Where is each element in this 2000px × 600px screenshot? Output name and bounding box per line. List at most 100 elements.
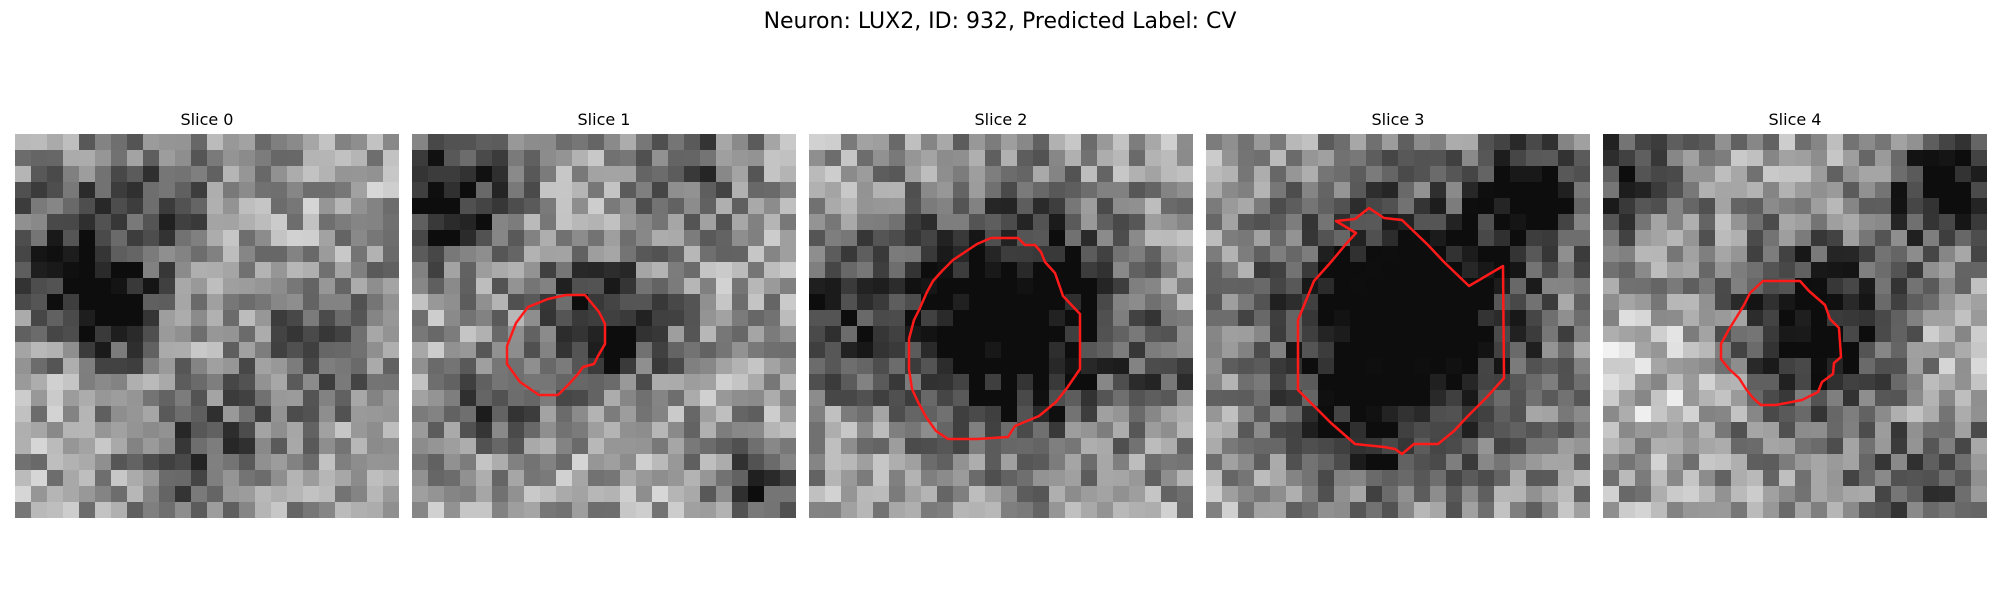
- image-pixel: [1350, 294, 1367, 311]
- image-pixel: [524, 310, 541, 327]
- image-pixel: [700, 214, 717, 231]
- image-pixel: [351, 422, 368, 439]
- image-pixel: [652, 134, 669, 151]
- image-pixel: [444, 438, 461, 455]
- image-pixel: [1635, 406, 1652, 423]
- image-pixel: [873, 230, 890, 247]
- image-pixel: [1462, 214, 1479, 231]
- image-pixel: [1206, 198, 1223, 215]
- image-pixel: [841, 294, 858, 311]
- image-pixel: [1302, 230, 1319, 247]
- image-pixel: [604, 214, 621, 231]
- image-pixel: [1113, 150, 1130, 167]
- image-pixel: [1542, 470, 1559, 487]
- image-pixel: [873, 486, 890, 503]
- image-pixel: [367, 470, 384, 487]
- image-pixel: [1478, 150, 1495, 167]
- image-pixel: [1558, 310, 1575, 327]
- image-pixel: [1017, 294, 1034, 311]
- image-pixel: [1414, 374, 1431, 391]
- image-pixel: [1177, 342, 1193, 359]
- image-pixel: [873, 438, 890, 455]
- image-pixel: [1222, 406, 1239, 423]
- image-pixel: [63, 230, 80, 247]
- image-pixel: [841, 262, 858, 279]
- image-pixel: [841, 470, 858, 487]
- image-pixel: [1526, 230, 1543, 247]
- image-pixel: [63, 326, 80, 343]
- image-pixel: [1206, 278, 1223, 295]
- image-pixel: [1430, 374, 1447, 391]
- image-pixel: [1558, 470, 1575, 487]
- image-pixel: [223, 470, 240, 487]
- image-pixel: [383, 198, 399, 215]
- image-pixel: [1097, 438, 1114, 455]
- image-pixel: [1843, 342, 1860, 359]
- image-pixel: [1145, 278, 1162, 295]
- image-pixel: [668, 134, 685, 151]
- image-pixel: [319, 486, 336, 503]
- image-pixel: [921, 326, 938, 343]
- image-pixel: [1430, 182, 1447, 199]
- image-pixel: [1747, 326, 1764, 343]
- image-pixel: [1129, 454, 1146, 471]
- image-pixel: [351, 502, 368, 518]
- image-pixel: [1350, 454, 1367, 471]
- image-pixel: [524, 422, 541, 439]
- image-pixel: [716, 182, 733, 199]
- image-pixel: [1113, 326, 1130, 343]
- image-pixel: [1446, 214, 1463, 231]
- image-pixel: [476, 422, 493, 439]
- image-pixel: [1526, 294, 1543, 311]
- image-pixel: [684, 150, 701, 167]
- image-pixel: [1017, 358, 1034, 375]
- image-pixel: [1334, 486, 1351, 503]
- image-pixel: [588, 214, 605, 231]
- image-pixel: [1161, 406, 1178, 423]
- image-pixel: [1875, 246, 1892, 263]
- image-pixel: [319, 470, 336, 487]
- image-pixel: [809, 374, 826, 391]
- image-pixel: [271, 422, 288, 439]
- image-pixel: [1526, 486, 1543, 503]
- image-pixel: [1366, 278, 1383, 295]
- image-pixel: [1875, 294, 1892, 311]
- image-pixel: [1859, 246, 1876, 263]
- image-pixel: [1382, 342, 1399, 359]
- image-pixel: [1699, 230, 1716, 247]
- image-pixel: [1651, 278, 1668, 295]
- image-pixel: [1891, 214, 1908, 231]
- image-pixel: [780, 278, 796, 295]
- image-pixel: [95, 150, 112, 167]
- image-pixel: [1875, 406, 1892, 423]
- image-pixel: [1859, 310, 1876, 327]
- image-pixel: [732, 454, 749, 471]
- image-pixel: [95, 406, 112, 423]
- image-pixel: [556, 422, 573, 439]
- image-pixel: [921, 246, 938, 263]
- image-pixel: [764, 246, 781, 263]
- image-pixel: [1747, 230, 1764, 247]
- image-pixel: [1398, 246, 1415, 263]
- image-pixel: [985, 262, 1002, 279]
- image-pixel: [1113, 166, 1130, 183]
- image-pixel: [985, 502, 1002, 518]
- image-pixel: [1097, 390, 1114, 407]
- image-pixel: [159, 230, 176, 247]
- image-pixel: [953, 454, 970, 471]
- image-pixel: [652, 230, 669, 247]
- image-pixel: [95, 198, 112, 215]
- image-pixel: [1747, 294, 1764, 311]
- image-pixel: [1510, 230, 1527, 247]
- image-pixel: [1747, 198, 1764, 215]
- image-pixel: [540, 182, 557, 199]
- image-pixel: [668, 454, 685, 471]
- image-pixel: [63, 182, 80, 199]
- image-pixel: [1145, 470, 1162, 487]
- image-pixel: [492, 390, 509, 407]
- image-pixel: [335, 486, 352, 503]
- image-pixel: [1859, 486, 1876, 503]
- image-pixel: [1651, 502, 1668, 518]
- image-pixel: [1635, 422, 1652, 439]
- image-pixel: [572, 134, 589, 151]
